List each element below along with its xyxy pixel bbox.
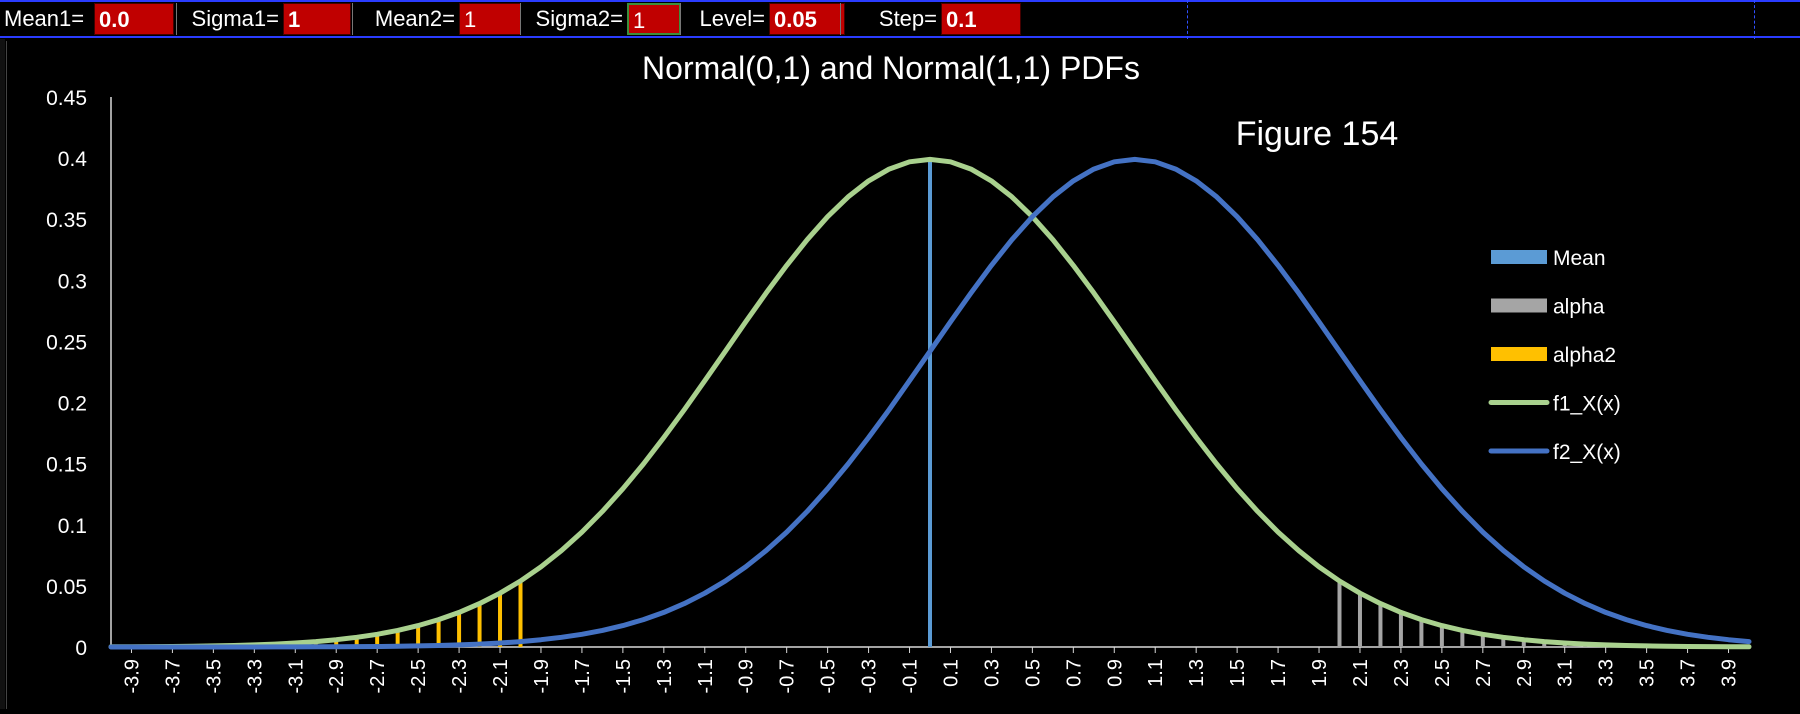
x-tick-label: 0.1 xyxy=(940,659,962,687)
axes: 0 0.05 0.1 0.15 0.2 0.25 0.3 0.35 0.4 0.45 -3.9 -3.… xyxy=(46,87,1749,693)
y-tick-label: 0.4 xyxy=(58,148,88,171)
x-tick-label: 3.3 xyxy=(1596,659,1618,687)
x-tick-label: 3.7 xyxy=(1678,659,1700,687)
x-tick-label: 2.3 xyxy=(1391,659,1413,687)
figure-annotation: Figure 154 xyxy=(1236,115,1399,153)
x-tick-label: -0.5 xyxy=(818,659,840,693)
x-tick-label: 2.1 xyxy=(1350,659,1372,687)
chart-area[interactable]: Normal(0,1) and Normal(1,1) PDFs Figure … xyxy=(6,41,1795,709)
x-tick-label: 1.3 xyxy=(1186,659,1208,687)
legend-swatch xyxy=(1491,347,1547,361)
x-tick-label: 1.7 xyxy=(1268,659,1290,687)
param-sigma2: Sigma2= 1 xyxy=(520,3,681,35)
x-tick-label: -1.1 xyxy=(695,659,717,693)
x-tick-label: -2.1 xyxy=(490,659,512,693)
y-tick-label: 0.1 xyxy=(58,515,87,538)
param-value-level[interactable]: 0.05 xyxy=(769,3,845,35)
param-level: Level= 0.05 xyxy=(680,3,845,35)
param-label: Mean2= xyxy=(352,3,459,35)
cell-gridline xyxy=(0,0,1800,2)
y-tick-label: 0.35 xyxy=(46,209,87,232)
x-tick-label: -2.7 xyxy=(367,659,389,693)
legend-label: f1_X(x) xyxy=(1553,393,1621,416)
legend-label: f2_X(x) xyxy=(1553,441,1621,464)
x-tick-label: -3.5 xyxy=(203,659,225,693)
x-tick-label: -3.7 xyxy=(162,659,184,693)
x-tick-label: 1.1 xyxy=(1145,659,1167,687)
y-tick-label: 0 xyxy=(75,637,87,660)
sheet-edge xyxy=(0,39,5,709)
x-tick-label: 3.9 xyxy=(1719,659,1741,687)
page-break-line xyxy=(1187,0,1188,39)
x-tick-label: 2.5 xyxy=(1432,659,1454,687)
param-mean1: Mean1= 0.0 xyxy=(0,3,174,35)
y-tick-label: 0.2 xyxy=(58,393,87,416)
param-label: Step= xyxy=(840,3,941,35)
param-value-mean2[interactable]: 1 xyxy=(459,3,521,35)
x-tick-label: -2.9 xyxy=(326,659,348,693)
x-tick-label: 1.5 xyxy=(1227,659,1249,687)
x-tick-label: -2.5 xyxy=(408,659,430,693)
x-tick-label: -3.9 xyxy=(121,659,143,693)
x-tick-label: 3.5 xyxy=(1637,659,1659,687)
x-tick-label: -0.1 xyxy=(900,659,922,693)
x-tick-label: 1.9 xyxy=(1309,659,1331,687)
cell-gridline xyxy=(0,36,1800,38)
x-tick-label: -3.1 xyxy=(285,659,307,693)
param-mean2: Mean2= 1 xyxy=(352,3,521,35)
legend-swatch xyxy=(1491,250,1547,264)
x-tick-label: -2.3 xyxy=(449,659,471,693)
chart-title: Normal(0,1) and Normal(1,1) PDFs xyxy=(642,50,1140,86)
param-step: Step= 0.1 xyxy=(840,3,1021,35)
x-tick-label: 0.3 xyxy=(981,659,1003,687)
legend-label: alpha2 xyxy=(1553,344,1616,367)
param-label: Sigma1= xyxy=(176,3,283,35)
legend: Mean alpha alpha2 f1_X(x) f2_X(x) xyxy=(1488,247,1621,464)
y-tick-label: 0.3 xyxy=(58,270,87,293)
param-value-sigma1[interactable]: 1 xyxy=(283,3,351,35)
chart-svg: Normal(0,1) and Normal(1,1) PDFs Figure … xyxy=(46,50,1752,693)
legend-swatch xyxy=(1491,298,1547,313)
y-tick-label: 0.15 xyxy=(46,454,87,477)
param-sigma1: Sigma1= 1 xyxy=(176,3,351,35)
page-break-line xyxy=(1754,0,1755,39)
x-tick-label: 0.7 xyxy=(1063,659,1085,687)
x-tick-label: -1.9 xyxy=(531,659,553,693)
param-value-step[interactable]: 0.1 xyxy=(941,3,1021,35)
f1-curve xyxy=(108,156,1752,650)
param-label: Level= xyxy=(680,3,769,35)
param-label: Sigma2= xyxy=(520,3,627,35)
x-tick-label: 0.5 xyxy=(1022,659,1044,687)
y-tick-label: 0.05 xyxy=(46,576,87,599)
x-tick-label: -0.7 xyxy=(777,659,799,693)
x-tick-label: -1.5 xyxy=(613,659,635,693)
x-tick-label: -0.3 xyxy=(859,659,881,693)
x-tick-label: 0.9 xyxy=(1104,659,1126,687)
parameter-bar: Mean1= 0.0 Sigma1= 1 Mean2= 1 Sigma2= 1 … xyxy=(0,0,1800,39)
legend-label: Mean xyxy=(1553,247,1606,270)
param-label: Mean1= xyxy=(4,6,85,31)
x-tick-label: 2.7 xyxy=(1473,659,1495,687)
param-value-mean1[interactable]: 0.0 xyxy=(94,3,174,35)
x-tick-label: -3.3 xyxy=(244,659,266,693)
x-tick-label: -0.9 xyxy=(736,659,758,693)
legend-label: alpha xyxy=(1553,296,1605,319)
y-tick-label: 0.25 xyxy=(46,331,87,354)
x-tick-label: -1.7 xyxy=(572,659,594,693)
x-tick-label: 2.9 xyxy=(1514,659,1536,687)
param-value-sigma2[interactable]: 1 xyxy=(627,3,681,35)
x-tick-label: 3.1 xyxy=(1555,659,1577,687)
y-tick-label: 0.45 xyxy=(46,87,87,110)
f2-curve xyxy=(108,156,1752,650)
pdf-curves xyxy=(108,156,1752,650)
x-tick-label: -1.3 xyxy=(654,659,676,693)
